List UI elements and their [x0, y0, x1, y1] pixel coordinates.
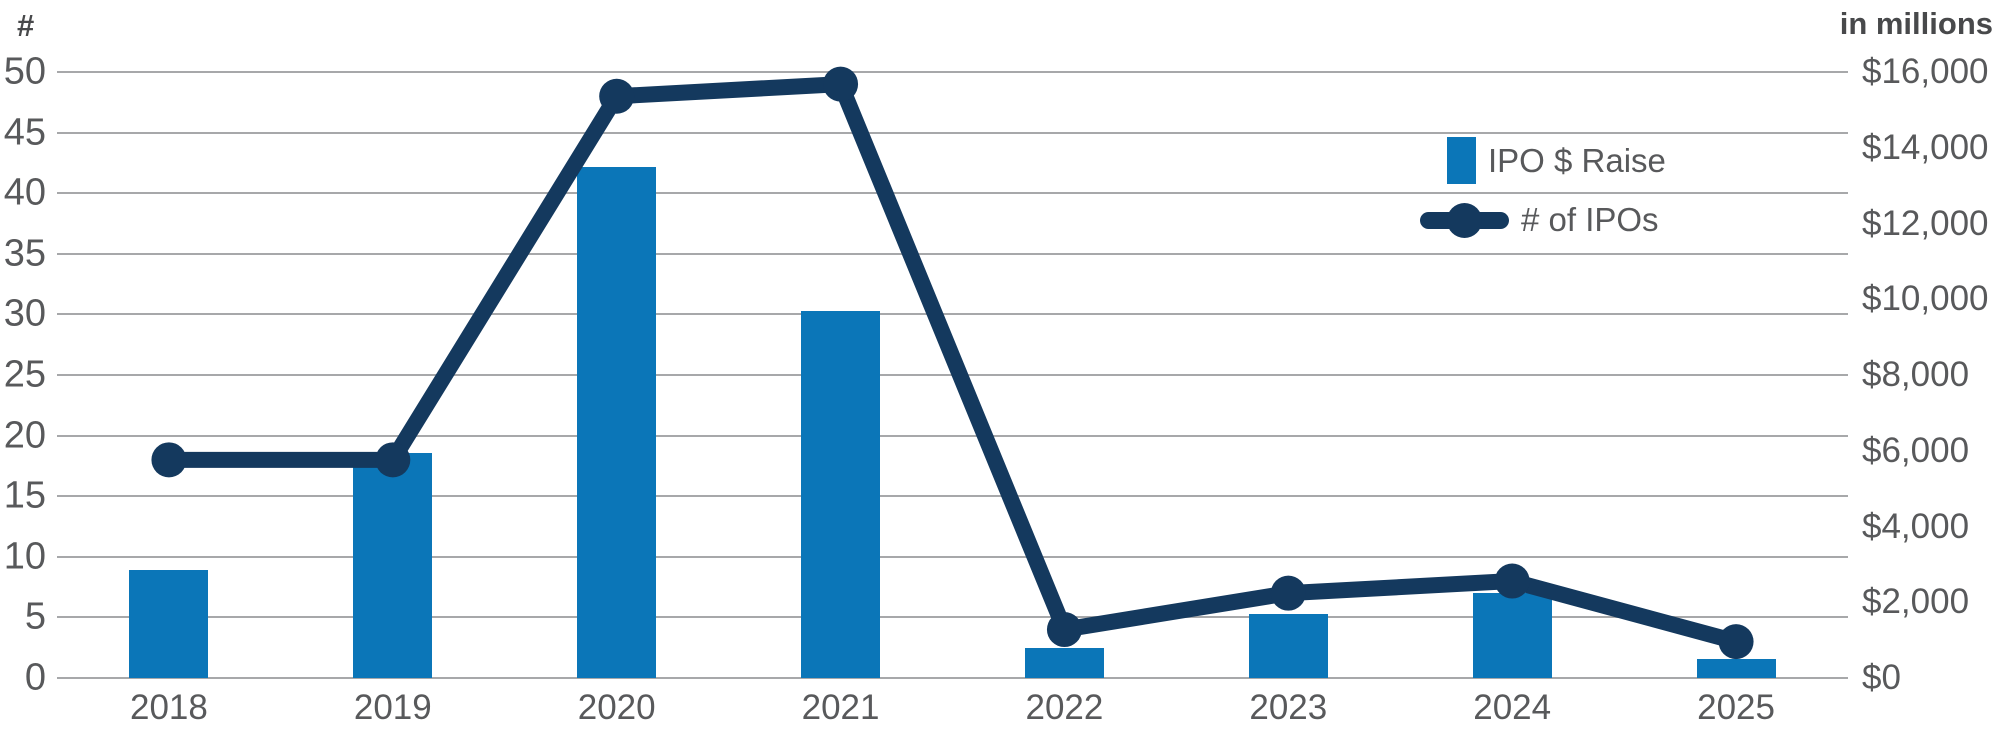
gridline: [57, 616, 1848, 619]
gridline: [57, 495, 1848, 498]
right-axis-tick-label: $16,000: [1862, 52, 1989, 91]
bar-2025[interactable]: [1696, 659, 1776, 678]
left-axis-tick-label: 30: [3, 292, 46, 335]
legend-label-num-ipos: # of IPOs: [1521, 201, 1659, 238]
line-point-2020[interactable]: [599, 78, 635, 114]
gridline: [57, 131, 1848, 134]
left-axis-tick-label: 0: [24, 656, 46, 699]
bar-2020[interactable]: [577, 166, 657, 678]
gridline: [57, 252, 1848, 255]
x-axis-label-2019: 2019: [353, 688, 432, 727]
left-axis-tick-label: 5: [24, 595, 46, 638]
line-point-2018[interactable]: [151, 442, 187, 478]
right-axis-tick-label: $10,000: [1862, 279, 1989, 319]
legend-item-ipo-raise[interactable]: IPO $ Raise: [1420, 137, 1666, 184]
legend-item-num-ipos[interactable]: # of IPOs: [1420, 201, 1666, 239]
bar-2023[interactable]: [1248, 613, 1328, 678]
gridline: [57, 71, 1848, 73]
left-axis-tick-label: 10: [3, 535, 46, 578]
left-axis-tick-label: 50: [3, 50, 46, 93]
right-axis-tick-label: $12,000: [1862, 203, 1989, 243]
left-axis-tick-label: 20: [3, 414, 46, 457]
gridline: [57, 677, 1848, 679]
bar-swatch-icon: [1447, 137, 1476, 184]
x-axis-label-2025: 2025: [1697, 688, 1775, 727]
left-axis-tick-label: 40: [3, 171, 46, 214]
right-axis-tick-label: $6,000: [1862, 430, 1970, 470]
x-axis-label-2024: 2024: [1473, 688, 1552, 727]
line-point-2023[interactable]: [1270, 575, 1306, 611]
legend-label-ipo-raise: IPO $ Raise: [1488, 141, 1666, 179]
legend: IPO $ Raise # of IPOs: [1420, 137, 1666, 239]
x-axis-label-2021: 2021: [801, 688, 880, 727]
gridline: [57, 555, 1848, 558]
bar-2021[interactable]: [801, 310, 881, 678]
gridline: [57, 374, 1848, 376]
right-axis-tick-label: $8,000: [1862, 355, 1970, 394]
right-axis-tick-label: $0: [1862, 658, 1901, 697]
left-axis-tick-label: 25: [3, 353, 46, 396]
bar-2024[interactable]: [1472, 592, 1552, 678]
left-axis-tick-label: 15: [3, 474, 46, 517]
line-point-2025[interactable]: [1718, 624, 1754, 660]
x-axis-label-2023: 2023: [1249, 688, 1328, 727]
left-axis-tick-label: 35: [3, 232, 46, 275]
left-axis-title: #: [17, 8, 35, 43]
gridline: [57, 434, 1848, 437]
bar-2022[interactable]: [1024, 647, 1104, 678]
left-axis-tick-label: 45: [3, 111, 46, 154]
right-axis-tick-label: $4,000: [1862, 506, 1970, 546]
right-axis-tick-label: $2,000: [1862, 582, 1970, 622]
gridline: [57, 313, 1848, 316]
right-axis-title: in millions: [1839, 6, 1993, 41]
bar-2018[interactable]: [129, 570, 209, 678]
x-axis-label-2020: 2020: [577, 688, 656, 727]
bar-2019[interactable]: [353, 452, 433, 678]
x-axis-label-2018: 2018: [130, 688, 208, 727]
right-axis-tick-label: $14,000: [1862, 127, 1989, 167]
line-dot-marker-icon: [1420, 202, 1509, 238]
x-axis-label-2022: 2022: [1025, 688, 1104, 727]
